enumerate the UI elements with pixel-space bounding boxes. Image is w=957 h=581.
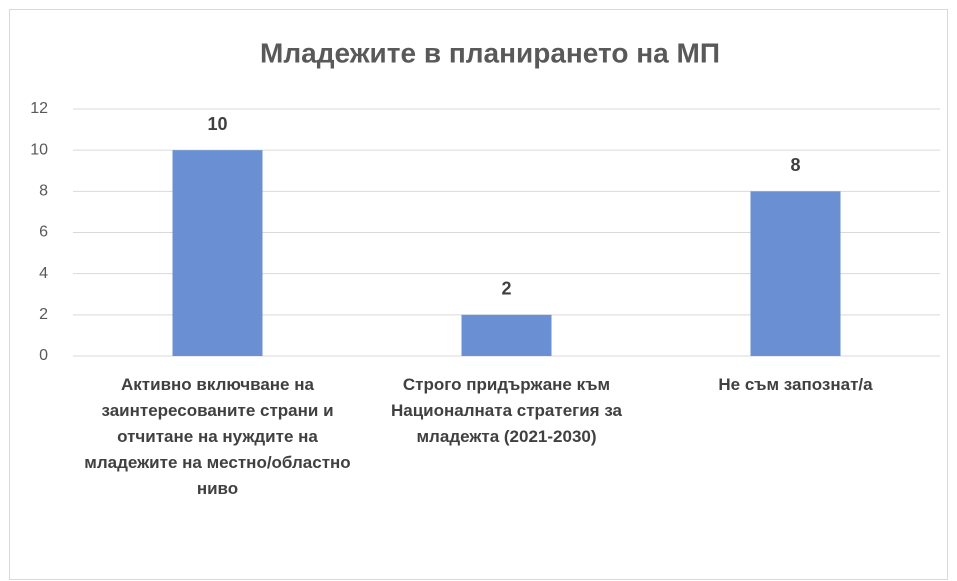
x-tick-label-box: Активно включване на заинтересованите ст…: [84, 375, 351, 498]
x-tick-label: Строго придържане към Националната страт…: [390, 375, 623, 446]
bar: [461, 314, 552, 356]
bar: [750, 191, 841, 356]
y-tick-label: 6: [39, 224, 48, 241]
data-label: 2: [501, 279, 511, 299]
y-tick-label: 10: [30, 141, 48, 158]
x-tick-label-box: Строго придържане към Националната страт…: [390, 375, 623, 446]
y-tick-label: 0: [39, 347, 48, 364]
y-tick-label: 4: [39, 265, 48, 282]
y-tick-label: 2: [39, 306, 48, 323]
x-tick-label-box: Не съм запознат/а: [718, 375, 873, 394]
y-tick-label: 12: [30, 100, 48, 117]
x-tick-label: Активно включване на заинтересованите ст…: [84, 375, 351, 498]
chart-title: Младежите в планирането на МП: [260, 37, 720, 68]
data-label: 10: [207, 114, 227, 134]
y-tick-label: 8: [39, 183, 48, 200]
bar: [172, 150, 263, 356]
data-label: 8: [790, 155, 800, 175]
x-tick-label: Не съм запознат/а: [718, 375, 873, 394]
